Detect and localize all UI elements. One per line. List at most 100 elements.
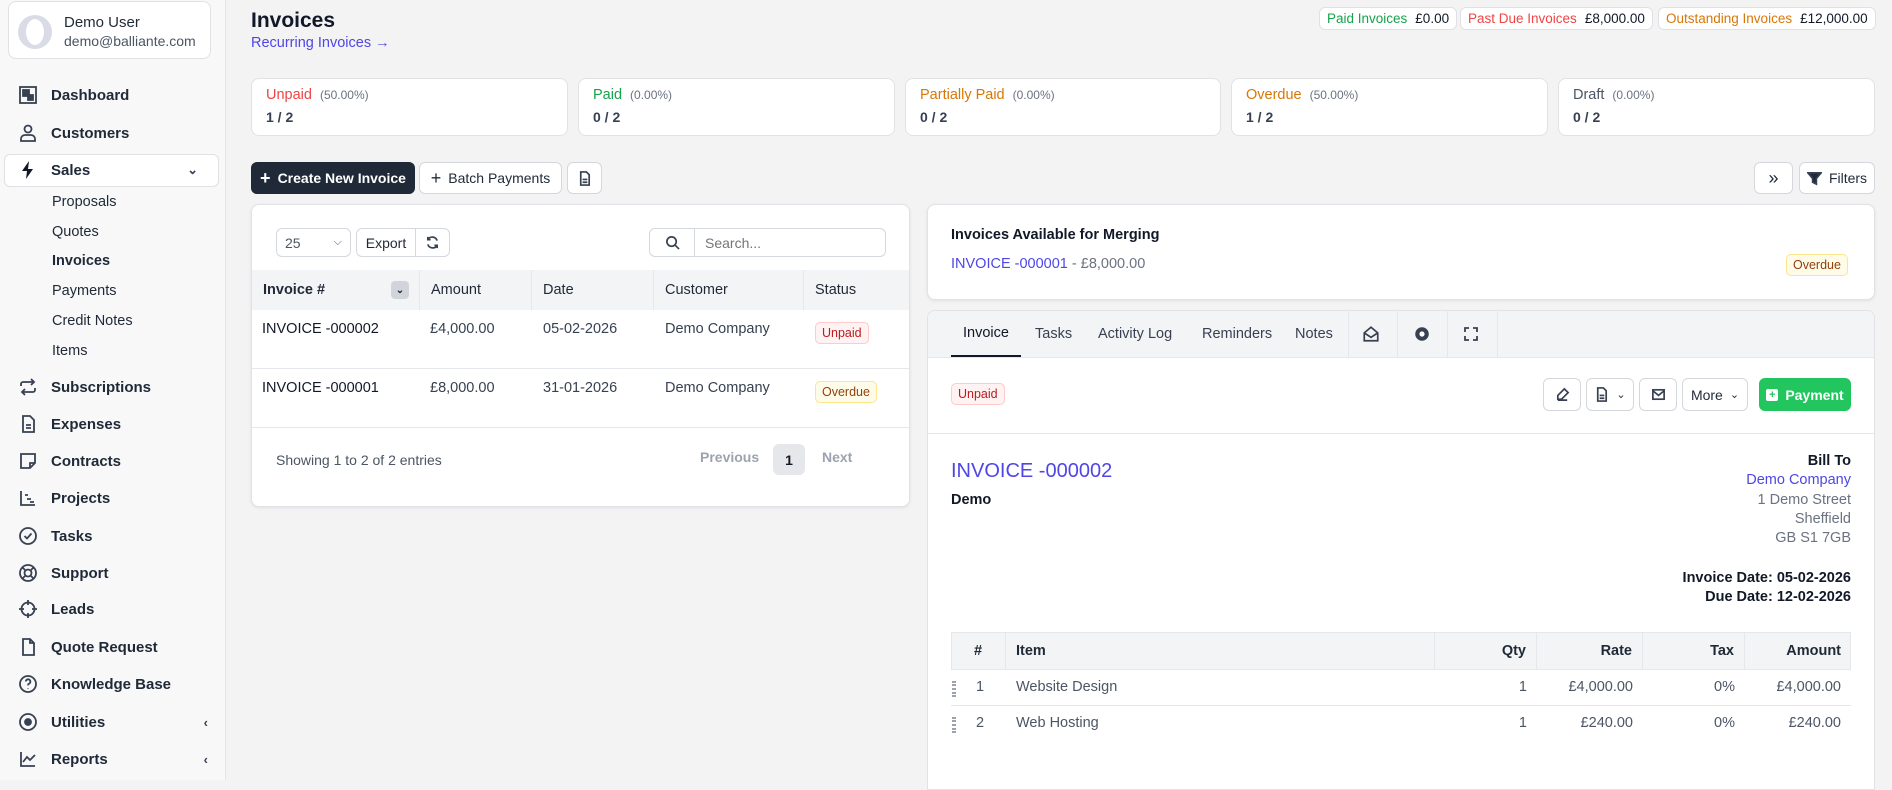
drag-handle-icon[interactable] bbox=[952, 681, 956, 697]
col-status[interactable]: Status bbox=[815, 282, 857, 298]
stat-overdue[interactable]: Overdue (50.00%) 1 / 2 bbox=[1231, 78, 1548, 136]
tab-tasks[interactable]: Tasks bbox=[1035, 325, 1073, 342]
record-payment-button[interactable]: + Payment bbox=[1759, 378, 1851, 411]
col-invoice-number[interactable]: Invoice # ⌄ bbox=[252, 270, 420, 310]
tab-invoice[interactable]: Invoice bbox=[951, 310, 1021, 357]
invoice-customer[interactable]: Demo Company bbox=[665, 321, 770, 337]
col-amount[interactable]: Amount bbox=[420, 270, 532, 310]
merge-invoice-link[interactable]: INVOICE -000001 bbox=[951, 256, 1068, 272]
more-dropdown-button[interactable]: More ⌄ bbox=[1682, 378, 1748, 411]
sidebar-item-subscriptions[interactable]: Subscriptions bbox=[18, 372, 151, 402]
refresh-button[interactable] bbox=[415, 228, 450, 257]
col-date[interactable]: Date bbox=[532, 270, 654, 310]
sidebar-sub-invoices[interactable]: Invoices bbox=[52, 253, 111, 269]
stat-partially-paid[interactable]: Partially Paid (0.00%) 0 / 2 bbox=[905, 78, 1221, 136]
pdf-export-button[interactable] bbox=[567, 162, 602, 194]
sidebar-sub-items[interactable]: Items bbox=[52, 343, 88, 359]
invoice-number[interactable]: INVOICE -000001 bbox=[262, 380, 379, 396]
sidebar-item-expenses[interactable]: Expenses bbox=[18, 409, 121, 439]
items-col-rate: Rate bbox=[1537, 632, 1643, 670]
item-tax: 0% bbox=[1714, 679, 1735, 695]
recurring-invoices-link[interactable]: Recurring Invoices → bbox=[251, 35, 390, 51]
sidebar-item-reports[interactable]: Reports ‹ bbox=[18, 744, 208, 774]
pagination-page-1[interactable]: 1 bbox=[773, 444, 805, 475]
page-size-select[interactable]: 25 ⌵ bbox=[276, 228, 351, 257]
user-card[interactable]: Demo User demo@balliante.com bbox=[8, 1, 211, 59]
sidebar-item-tasks[interactable]: Tasks bbox=[18, 521, 92, 551]
summary-value: £12,000.00 bbox=[1800, 11, 1868, 26]
send-email-button[interactable] bbox=[1639, 378, 1677, 411]
invoice-date: Invoice Date: 05-02-2026 bbox=[1682, 570, 1851, 586]
sidebar-item-sales[interactable]: Sales ⌄ bbox=[18, 155, 198, 185]
chevrons-right-icon: » bbox=[1768, 167, 1779, 188]
sidebar-item-label: Leads bbox=[51, 600, 95, 618]
drag-handle-icon[interactable] bbox=[952, 717, 956, 733]
batch-payments-label: Batch Payments bbox=[448, 170, 551, 186]
chevron-left-icon: ‹ bbox=[203, 714, 208, 730]
search-button[interactable] bbox=[649, 228, 695, 257]
sidebar-item-label: Reports bbox=[51, 750, 108, 768]
stat-label: Paid bbox=[593, 87, 623, 103]
chevron-down-icon: ⌄ bbox=[1616, 389, 1626, 401]
create-invoice-button[interactable]: + Create New Invoice bbox=[251, 162, 415, 194]
plus-icon: + bbox=[430, 167, 442, 188]
tab-activity-log[interactable]: Activity Log bbox=[1098, 325, 1173, 342]
company-name: Demo bbox=[951, 492, 992, 508]
pagination-next[interactable]: Next bbox=[822, 449, 853, 465]
merge-amount: - £8,000.00 bbox=[1071, 256, 1146, 272]
pdf-dropdown-button[interactable]: ⌄ bbox=[1586, 378, 1634, 411]
stat-unpaid[interactable]: Unpaid (50.00%) 1 / 2 bbox=[251, 78, 568, 136]
chevron-left-icon: ‹ bbox=[203, 751, 208, 767]
invoice-date: 31-01-2026 bbox=[543, 380, 618, 396]
check-circle-icon bbox=[19, 527, 37, 545]
stat-percent: (0.00%) bbox=[1612, 88, 1655, 102]
sidebar-item-label: Sales bbox=[51, 161, 91, 179]
table-row[interactable]: INVOICE -000002 £4,000.00 05-02-2026 Dem… bbox=[252, 310, 909, 369]
table-row[interactable]: INVOICE -000001 £8,000.00 31-01-2026 Dem… bbox=[252, 369, 909, 428]
sidebar-item-support[interactable]: Support bbox=[18, 558, 109, 588]
stat-percent: (0.00%) bbox=[1012, 88, 1055, 102]
bill-to-customer-link[interactable]: Demo Company bbox=[1746, 472, 1851, 489]
status-badge: Unpaid bbox=[815, 322, 869, 344]
item-amount: £240.00 bbox=[1788, 715, 1841, 731]
dates-block: Invoice Date: 05-02-2026 Due Date: 12-02… bbox=[1683, 569, 1851, 607]
sidebar-item-projects[interactable]: Projects bbox=[18, 483, 110, 513]
item-rate: £240.00 bbox=[1580, 715, 1633, 731]
detail-status-badge: Unpaid bbox=[951, 383, 1005, 405]
sidebar-sub-proposals[interactable]: Proposals bbox=[52, 194, 117, 210]
col-customer[interactable]: Customer bbox=[654, 270, 804, 310]
filters-button[interactable]: Filters bbox=[1799, 162, 1875, 194]
invoice-amount: £8,000.00 bbox=[430, 380, 495, 396]
sidebar-item-quote-request[interactable]: Quote Request bbox=[18, 632, 158, 662]
sidebar-sub-quotes[interactable]: Quotes bbox=[52, 224, 99, 240]
collapse-toggle-button[interactable]: » bbox=[1754, 162, 1793, 194]
sidebar-item-utilities[interactable]: Utilities ‹ bbox=[18, 707, 208, 737]
sidebar-sub-credit-notes[interactable]: Credit Notes bbox=[52, 313, 133, 329]
sidebar-item-knowledge-base[interactable]: Knowledge Base bbox=[18, 669, 171, 699]
stat-paid[interactable]: Paid (0.00%) 0 / 2 bbox=[578, 78, 895, 136]
invoice-customer[interactable]: Demo Company bbox=[665, 380, 770, 396]
invoice-number[interactable]: INVOICE -000002 bbox=[262, 321, 379, 337]
tab-views[interactable] bbox=[1413, 310, 1431, 357]
merge-status-badge: Overdue bbox=[1786, 254, 1848, 276]
batch-payments-button[interactable]: + Batch Payments bbox=[419, 162, 562, 194]
tab-notes[interactable]: Notes bbox=[1295, 325, 1333, 342]
sort-chevron-icon[interactable]: ⌄ bbox=[391, 281, 409, 299]
sidebar-item-label: Utilities bbox=[51, 713, 106, 731]
tab-reminders[interactable]: Reminders bbox=[1202, 325, 1273, 342]
tab-email-tracking[interactable] bbox=[1362, 310, 1380, 357]
sidebar-item-customers[interactable]: Customers bbox=[18, 118, 129, 148]
sidebar-item-label: Expenses bbox=[51, 415, 122, 433]
sidebar-sub-payments[interactable]: Payments bbox=[52, 283, 117, 299]
export-button[interactable]: Export bbox=[356, 228, 416, 257]
tab-fullscreen[interactable] bbox=[1463, 310, 1479, 357]
column-label: Invoice # bbox=[263, 282, 326, 298]
sidebar-item-leads[interactable]: Leads bbox=[18, 594, 94, 624]
stat-value: 0 / 2 bbox=[920, 109, 948, 125]
search-input[interactable] bbox=[694, 228, 886, 257]
pagination-previous[interactable]: Previous bbox=[700, 449, 760, 465]
sidebar-item-contracts[interactable]: Contracts bbox=[18, 446, 121, 476]
edit-button[interactable] bbox=[1543, 378, 1581, 411]
stat-draft[interactable]: Draft (0.00%) 0 / 2 bbox=[1558, 78, 1875, 136]
sidebar-item-dashboard[interactable]: Dashboard bbox=[18, 80, 129, 110]
